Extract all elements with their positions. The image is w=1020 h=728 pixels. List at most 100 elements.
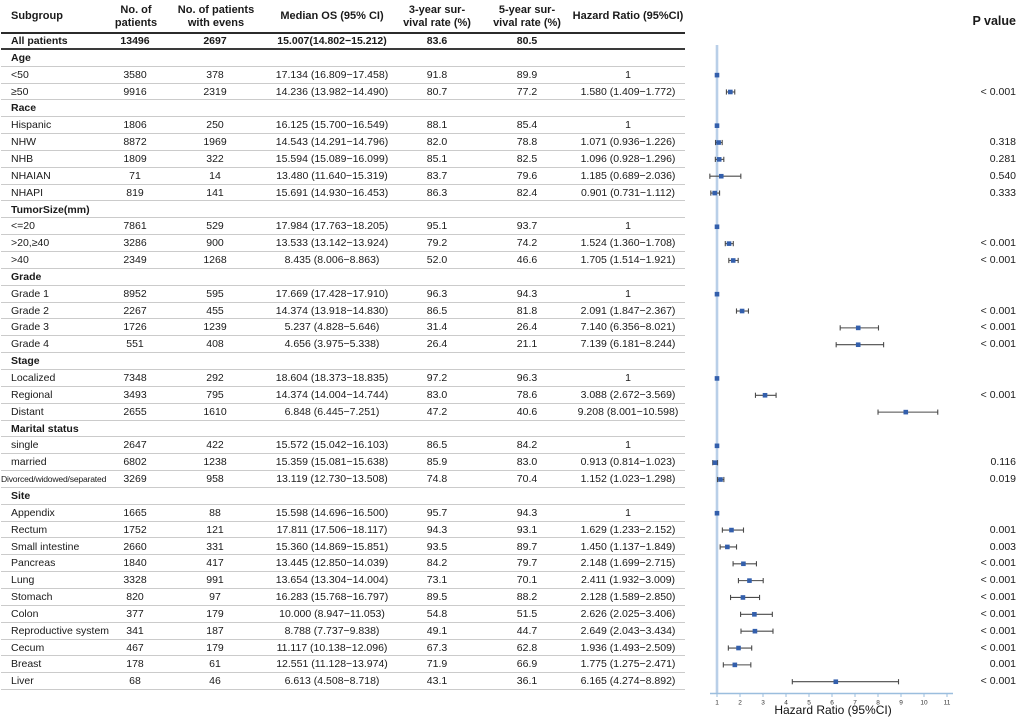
subgroup-cell: Pancreas bbox=[11, 557, 56, 570]
events-cell: 97 bbox=[209, 591, 221, 604]
row-separator bbox=[1, 183, 685, 185]
table-row: <50 3580 378 17.134 (16.809−17.458) 91.8 89.9… bbox=[0, 67, 1020, 84]
patients-cell: 1752 bbox=[123, 523, 147, 536]
row-separator bbox=[1, 200, 685, 202]
survival-5yr-cell: 82.4 bbox=[516, 186, 538, 199]
row-separator bbox=[1, 352, 685, 354]
row-separator bbox=[1, 453, 685, 455]
row-separator bbox=[1, 267, 685, 269]
events-cell: 2319 bbox=[203, 85, 227, 98]
median-os-cell: 16.125 (15.700−16.549) bbox=[275, 119, 389, 132]
survival-5yr-cell: 66.9 bbox=[516, 658, 538, 671]
table-row: Appendix 1665 88 15.598 (14.696−16.500) 95.7… bbox=[0, 505, 1020, 522]
events-cell: 61 bbox=[209, 658, 221, 671]
subgroup-cell: Race bbox=[11, 102, 37, 115]
survival-3yr-cell: 47.2 bbox=[426, 405, 448, 418]
p-value-cell: 0.540 bbox=[989, 169, 1016, 182]
hazard-ratio-cell: 2.148 (1.699−2.715) bbox=[580, 557, 676, 570]
table-row: Colon 377 179 10.000 (8.947−11.053) 54.8 51.5… bbox=[0, 606, 1020, 623]
p-value-header: P value bbox=[972, 14, 1016, 28]
subgroup-cell: Lung bbox=[11, 574, 35, 587]
survival-3yr-cell: 83.6 bbox=[426, 35, 448, 47]
subgroup-cell: Grade 3 bbox=[11, 321, 49, 334]
median-os-cell: 16.283 (15.768−16.797) bbox=[275, 591, 389, 604]
median-os-cell: 15.360 (14.869−15.851) bbox=[275, 540, 389, 553]
subgroup-cell: ≥50 bbox=[11, 85, 29, 98]
subgroup-cell: NHB bbox=[11, 152, 34, 165]
row-separator bbox=[1, 65, 685, 67]
row-separator bbox=[1, 520, 685, 522]
survival-5yr-cell: 89.7 bbox=[516, 540, 538, 553]
table-row: Pancreas 1840 417 13.445 (12.850−14.039) 84.… bbox=[0, 555, 1020, 573]
subgroup-cell: Hispanic bbox=[11, 119, 52, 132]
subgroup-cell: single bbox=[11, 439, 39, 452]
patients-cell: 1809 bbox=[123, 152, 147, 165]
survival-3yr-cell: 95.1 bbox=[426, 220, 448, 233]
p-value-cell: < 0.001 bbox=[980, 557, 1016, 570]
survival-3yr-cell: 86.5 bbox=[426, 439, 448, 452]
patients-cell: 2655 bbox=[123, 405, 147, 418]
patients-cell: 1806 bbox=[123, 119, 147, 132]
subgroup-cell: Grade 2 bbox=[11, 304, 49, 317]
subgroup-cell: Stage bbox=[11, 355, 40, 368]
patients-cell: 8952 bbox=[123, 287, 147, 300]
median-os-cell: 4.656 (3.975−5.338) bbox=[284, 338, 380, 351]
survival-5yr-cell: 94.3 bbox=[516, 287, 538, 300]
patients-cell: 551 bbox=[126, 338, 144, 351]
patients-cell: 13496 bbox=[120, 35, 150, 47]
survival-5yr-cell: 44.7 bbox=[516, 624, 538, 637]
events-cell: 422 bbox=[206, 439, 224, 452]
hazard-ratio-cell: 2.128 (1.589−2.850) bbox=[580, 591, 676, 604]
events-cell: 14 bbox=[209, 169, 221, 182]
survival-3yr-cell: 71.9 bbox=[426, 658, 448, 671]
hazard-ratio-cell: 2.091 (1.847−2.367) bbox=[580, 304, 676, 317]
events-cell: 1969 bbox=[203, 136, 227, 149]
events-cell: 1268 bbox=[203, 254, 227, 267]
patients-cell: 3580 bbox=[123, 68, 147, 81]
median-os-cell: 11.117 (10.138−12.096) bbox=[276, 641, 388, 654]
table-row: single 2647 422 15.572 (15.042−16.103) 86.5 8… bbox=[0, 437, 1020, 455]
row-separator bbox=[1, 133, 685, 135]
col-header-patients: No. of patients bbox=[114, 4, 158, 29]
p-value-cell: < 0.001 bbox=[980, 85, 1016, 98]
median-os-cell: 14.374 (13.918−14.830) bbox=[275, 304, 389, 317]
survival-3yr-cell: 43.1 bbox=[426, 675, 448, 688]
median-os-cell: 13.119 (12.730−13.508) bbox=[276, 473, 388, 486]
hazard-ratio-cell: 1.580 (1.409−1.772) bbox=[580, 85, 676, 98]
p-value-cell: < 0.001 bbox=[980, 388, 1016, 401]
patients-cell: 7348 bbox=[123, 372, 147, 384]
hazard-ratio-cell: 2.626 (2.025−3.406) bbox=[580, 607, 676, 620]
survival-5yr-cell: 94.3 bbox=[516, 506, 538, 519]
hazard-ratio-cell: 1 bbox=[625, 119, 631, 132]
events-cell: 378 bbox=[206, 68, 224, 81]
row-separator bbox=[1, 672, 685, 674]
hazard-ratio-cell: 1 bbox=[625, 439, 631, 452]
table-row: Grade 2 2267 455 14.374 (13.918−14.830) 86.5… bbox=[0, 303, 1020, 320]
median-os-cell: 6.848 (6.445−7.251) bbox=[284, 405, 380, 418]
p-value-cell: < 0.001 bbox=[980, 607, 1016, 620]
survival-3yr-cell: 89.5 bbox=[426, 591, 448, 604]
hazard-ratio-cell: 2.411 (1.932−3.009) bbox=[580, 574, 676, 587]
events-cell: 900 bbox=[206, 237, 224, 250]
events-cell: 250 bbox=[206, 119, 224, 132]
col-header-subgroup: Subgroup bbox=[11, 10, 63, 23]
survival-5yr-cell: 83.0 bbox=[516, 456, 538, 469]
survival-5yr-cell: 80.5 bbox=[516, 35, 538, 47]
patients-cell: 2647 bbox=[123, 439, 147, 452]
survival-5yr-cell: 96.3 bbox=[516, 372, 538, 384]
p-value-cell: < 0.001 bbox=[980, 574, 1016, 587]
table-row: NHAIAN 71 14 13.480 (11.640−15.319) 83.7 79.6… bbox=[0, 168, 1020, 185]
hazard-ratio-cell: 1.152 (1.023−1.298) bbox=[580, 473, 676, 486]
events-cell: 408 bbox=[206, 338, 224, 351]
row-separator bbox=[1, 638, 685, 640]
survival-3yr-cell: 31.4 bbox=[426, 321, 448, 334]
subgroup-cell: Stomach bbox=[11, 591, 53, 604]
survival-3yr-cell: 67.3 bbox=[426, 641, 448, 654]
hazard-ratio-cell: 1.071 (0.936−1.226) bbox=[580, 136, 676, 149]
patients-cell: 71 bbox=[129, 169, 141, 182]
table-row: Lung 3328 991 13.654 (13.304−14.004) 73.1 70.… bbox=[0, 572, 1020, 590]
table-row: NHB 1809 322 15.594 (15.089−16.099) 85.1 82.5… bbox=[0, 151, 1020, 168]
survival-3yr-cell: 83.7 bbox=[426, 169, 448, 182]
col-header-5yr-survival: 5-year sur- vival rate (%) bbox=[493, 4, 561, 29]
p-value-cell: < 0.001 bbox=[980, 321, 1016, 334]
